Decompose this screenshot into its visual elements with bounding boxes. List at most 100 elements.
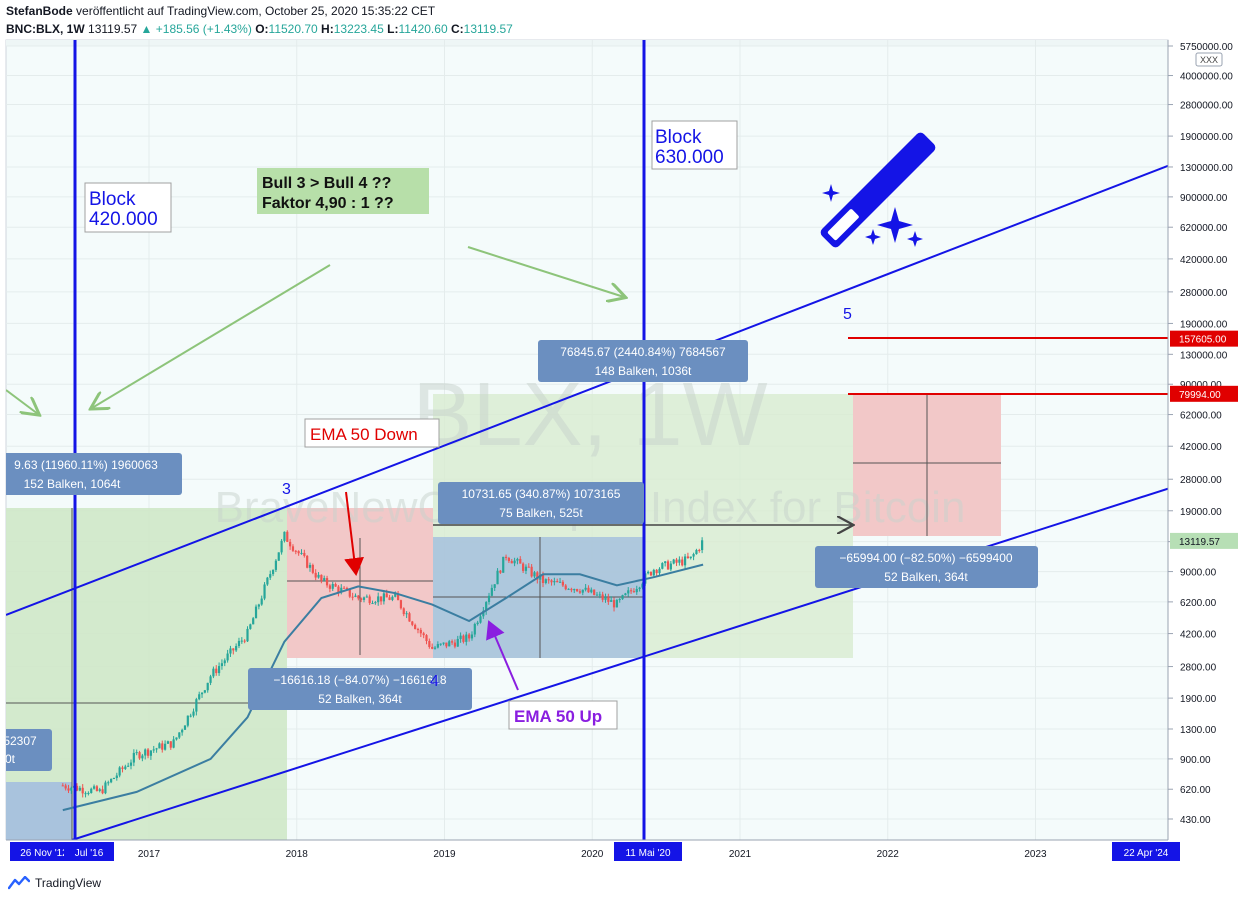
candle-body [607,597,610,602]
measure-label-box-3 [438,482,644,524]
candle-body [294,550,297,552]
candle-body [186,715,189,726]
candle-body [490,587,493,596]
ema-down-box [304,418,440,448]
candle-body [166,741,170,744]
candle-body [200,692,204,695]
candle-body [445,642,448,647]
candle-body [570,588,573,591]
y-tick-label: 2800.00 [1180,663,1217,674]
candle-body [527,566,530,568]
candle-body [641,583,644,588]
candle-body [226,653,229,661]
price-badge [1170,385,1238,402]
low-value: 11420.60 [398,22,448,36]
candle-body [306,555,309,568]
ema-notes: EMA 50 Down EMA 50 Up [304,418,618,730]
measure-label-2-line1: 76845.67 (2440.84%) 7684567 [560,345,726,359]
ema-up-arrow [486,620,519,691]
bull-note: Bull 3 > Bull 4 ?? Faktor 4,90 : 1 ?? [257,168,429,214]
candle-body [149,750,152,756]
candle-body [598,594,601,596]
author-name[interactable]: StefanBode [6,4,73,18]
green-arrow-3 [467,246,624,297]
candle-body [553,581,556,583]
candle-body [615,599,618,608]
tradingview-brand[interactable]: TradingView [8,876,101,890]
candle-body [422,633,425,636]
candle-body [561,581,564,586]
measure-label-box-4 [248,668,472,710]
candle-body [567,588,570,590]
candle-body [604,597,607,600]
candle-body [672,559,675,564]
open-label: O: [255,22,269,36]
green-arrow-1 [6,389,38,414]
candle-body [118,767,121,776]
candle-body [220,663,224,667]
y-tick-label: 90000.00 [1180,380,1222,391]
y-tick-label: 430.00 [1180,815,1211,826]
candle-body [519,558,522,564]
measure-label-5-line1: −65994.00 (−82.50%) −6599400 [839,551,1012,565]
x-highlight-label: 22 Apr '24 [1124,848,1169,859]
candle-body [98,789,101,791]
block-630000-line2: 630.000 [655,147,724,168]
measure-label-2-line2: 148 Balken, 1036t [595,364,692,378]
candle-body [578,591,582,593]
bull-note-box [257,168,429,214]
candle-body [308,564,312,568]
open-value: 11520.70 [268,22,318,36]
candle-body [87,792,90,794]
candle-body [439,643,442,645]
candle-body [334,584,337,587]
candle-body [658,568,661,574]
candle-body [297,551,300,554]
candle-body [266,577,269,585]
y-tick-label: 28000.00 [1180,475,1222,486]
candle-body [354,595,357,597]
candle-body [132,752,135,763]
measure-label-3-line2: 75 Balken, 525t [499,506,583,520]
candle-body [419,629,422,634]
symbol-label[interactable]: BNC:BLX, 1W [6,22,85,36]
candle-body [664,561,667,564]
candle-body [476,622,479,625]
candle-body [223,660,226,664]
candle-body [161,743,164,750]
close-label: C: [450,22,464,36]
candle-body [524,566,528,571]
high-value: 13223.45 [333,22,384,36]
candle-body [195,699,198,712]
candle-body [632,591,636,593]
time-axis[interactable]: 2017 2018 2019 2020 2021 2022 2023 26 Nov '12 Ju… [0,839,1252,864]
price-axis[interactable]: 5750000.00 4000000.00 2800000.00 1900000.00… [1167,40,1252,840]
x-highlight-box [10,842,78,861]
candle-body [129,762,133,766]
measure-label-box-1 [6,453,182,495]
candle-body [638,587,641,590]
candle-body [178,732,181,738]
candle-body [402,608,405,615]
candle-body [536,572,539,580]
x-highlight-label: 26 Nov '12 [20,848,68,859]
magic-wand-icon [820,132,936,248]
candle-body [144,749,147,756]
candle-body [482,610,485,617]
candle-body [70,787,73,791]
candle-body [433,647,437,649]
candle-body [351,596,354,598]
corner-tag[interactable]: XXX [1195,52,1223,67]
candle-body [357,595,360,599]
ema-up-label: EMA 50 Up [514,707,602,726]
y-tick-label: 900.00 [1180,755,1211,766]
candle-body [485,602,488,611]
x-highlight-box [614,842,682,861]
candle-body [260,598,263,605]
candle-body [237,640,241,647]
candle-body [286,531,289,542]
candle-body [189,715,192,717]
candle-body [300,552,303,554]
candle-body [127,765,130,767]
